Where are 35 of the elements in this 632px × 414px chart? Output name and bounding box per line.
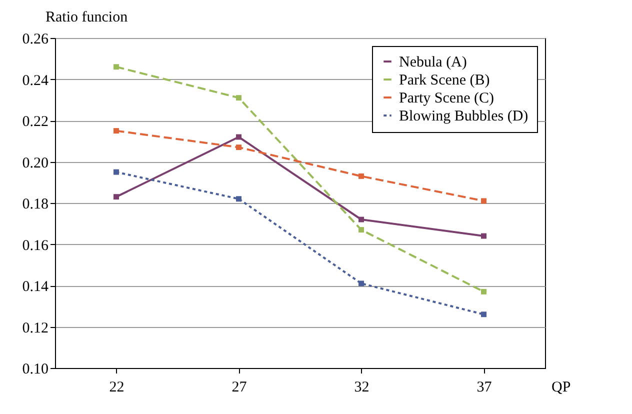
point	[236, 144, 242, 150]
y-tick-label: 0.10	[22, 362, 48, 378]
x-tick-label: 27	[232, 380, 248, 396]
point	[236, 196, 242, 202]
point	[114, 128, 119, 134]
y-tick-label: 0.26	[22, 32, 49, 48]
point	[236, 95, 242, 101]
point	[481, 233, 486, 239]
legend-label: Park Scene (B)	[399, 72, 490, 88]
y-tick-label: 0.24	[22, 72, 49, 89]
point	[358, 227, 364, 233]
point	[481, 198, 486, 204]
point	[114, 194, 119, 200]
y-tick-label: 0.12	[22, 320, 48, 336]
point	[358, 173, 364, 179]
y-tick-label: 0.20	[22, 155, 48, 172]
point	[481, 288, 486, 294]
y-tick-label: 0.18	[22, 196, 48, 212]
x-tick-label: 32	[354, 380, 370, 396]
x-axis-title: QP	[552, 380, 571, 396]
point	[481, 312, 486, 318]
y-axis-title: Ratio funcion	[46, 10, 128, 26]
point	[358, 280, 364, 286]
x-tick-label: 37	[476, 380, 492, 396]
point	[114, 64, 119, 70]
point	[358, 216, 364, 222]
y-tick-label: 0.16	[22, 238, 49, 254]
legend-label: Nebula (A)	[399, 54, 467, 70]
legend-label: Blowing Bubbles (D)	[399, 108, 528, 124]
y-tick-label: 0.14	[22, 279, 49, 295]
y-tick-label: 0.22	[22, 114, 48, 130]
legend-label: Party Scene (C)	[399, 90, 494, 106]
x-tick-label: 22	[109, 380, 124, 396]
point	[236, 134, 242, 140]
point	[114, 169, 119, 175]
